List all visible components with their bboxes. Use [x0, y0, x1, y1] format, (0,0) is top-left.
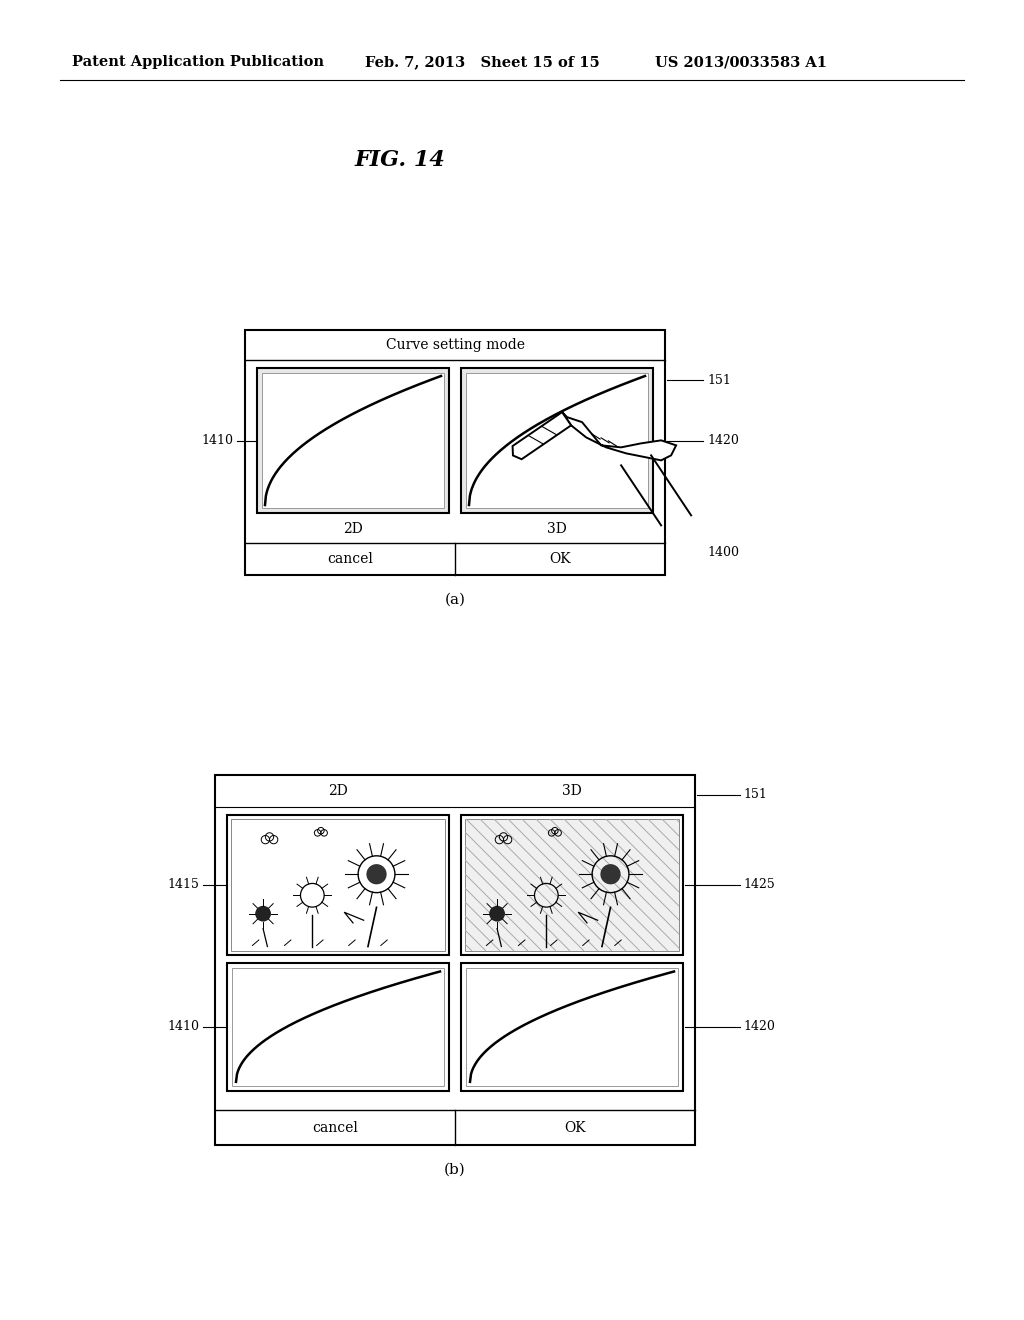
Polygon shape: [513, 412, 571, 459]
Bar: [465, 818, 679, 950]
Text: 1400: 1400: [707, 546, 739, 560]
Bar: [257, 368, 449, 513]
Bar: [232, 968, 444, 1086]
Bar: [227, 962, 449, 1090]
Text: 1410: 1410: [201, 434, 233, 447]
Bar: [466, 968, 678, 1086]
Bar: [231, 818, 445, 950]
Text: 2D: 2D: [328, 784, 348, 799]
Bar: [262, 374, 444, 508]
Bar: [461, 962, 683, 1090]
Text: 1420: 1420: [707, 434, 739, 447]
Circle shape: [489, 906, 505, 921]
Text: 1410: 1410: [167, 1020, 199, 1034]
Text: 1420: 1420: [743, 1020, 775, 1034]
Text: cancel: cancel: [327, 552, 373, 566]
Text: 151: 151: [707, 374, 731, 387]
Bar: [245, 330, 665, 576]
Text: US 2013/0033583 A1: US 2013/0033583 A1: [655, 55, 827, 69]
Text: 1425: 1425: [743, 878, 775, 891]
Text: OK: OK: [564, 1121, 586, 1134]
Circle shape: [367, 865, 387, 884]
Bar: [227, 814, 449, 954]
Text: Curve setting mode: Curve setting mode: [385, 338, 524, 352]
Text: Feb. 7, 2013   Sheet 15 of 15: Feb. 7, 2013 Sheet 15 of 15: [365, 55, 600, 69]
Text: (b): (b): [444, 1163, 466, 1177]
Text: 2D: 2D: [343, 521, 362, 536]
Text: FIG. 14: FIG. 14: [354, 149, 445, 172]
Text: 3D: 3D: [562, 784, 582, 799]
Text: 3D: 3D: [547, 521, 567, 536]
Text: OK: OK: [549, 552, 570, 566]
Bar: [461, 814, 683, 954]
Text: 151: 151: [743, 788, 767, 801]
Bar: [215, 775, 695, 1144]
Text: cancel: cancel: [312, 1121, 358, 1134]
Bar: [466, 374, 648, 508]
Text: (a): (a): [444, 593, 466, 607]
Bar: [461, 368, 653, 513]
Text: 1415: 1415: [167, 878, 199, 891]
Polygon shape: [562, 412, 676, 461]
Text: Patent Application Publication: Patent Application Publication: [72, 55, 324, 69]
Circle shape: [600, 865, 621, 884]
Circle shape: [255, 906, 271, 921]
